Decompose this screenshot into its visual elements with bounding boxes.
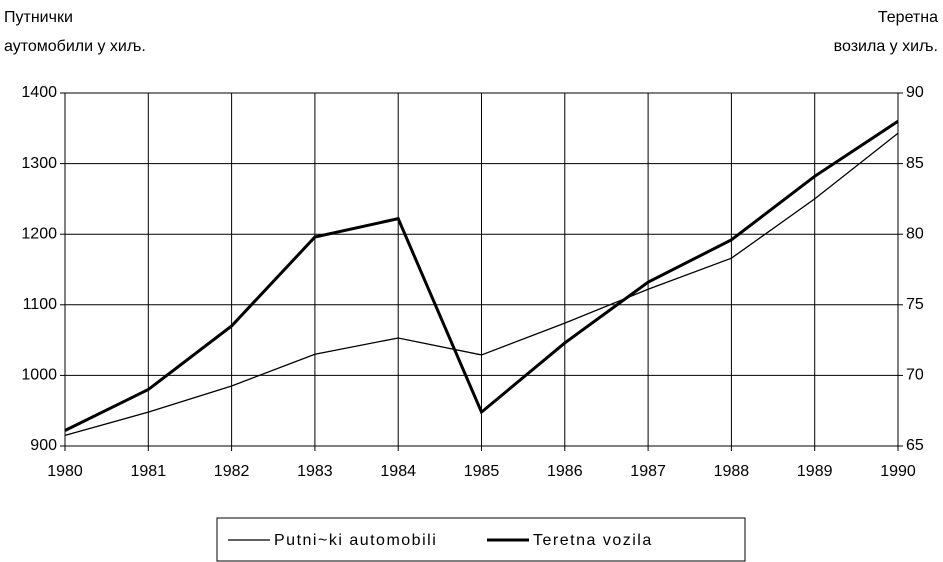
y-axis-label: Путнички [4, 9, 73, 26]
x-tick-label: 1981 [131, 463, 167, 480]
x-tick-label: 1987 [630, 463, 666, 480]
legend-label: Teretna vozila [533, 532, 653, 549]
y-tick-label: 1100 [23, 296, 58, 313]
legend-label: Putni~ki automobili [274, 532, 437, 549]
y-tick-label: 1300 [21, 155, 57, 172]
y-tick-label: 1400 [21, 84, 57, 101]
x-tick-label: 1985 [464, 463, 500, 480]
legend-box [216, 517, 746, 562]
y-tick-label: 900 [30, 437, 57, 454]
x-tick-label: 1990 [880, 463, 916, 480]
x-tick-label: 1983 [297, 463, 333, 480]
x-tick-label: 1984 [380, 463, 416, 480]
series-line [64, 132, 899, 437]
y2-tick-label: 75 [906, 296, 924, 313]
x-tick-label: 1980 [47, 463, 83, 480]
y2-axis-label: Теретна [878, 9, 938, 26]
y2-tick-label: 70 [906, 367, 924, 384]
y-tick-label: 1000 [21, 367, 57, 384]
y2-axis-label: возила у хиљ. [834, 38, 938, 55]
x-tick-label: 1988 [714, 463, 750, 480]
y-axis-label: аутомобили у хиљ. [4, 38, 146, 55]
x-tick-label: 1986 [547, 463, 583, 480]
x-tick-label: 1989 [797, 463, 833, 480]
plot-frame [64, 92, 899, 447]
x-tick-label: 1982 [214, 463, 250, 480]
y2-tick-label: 90 [906, 84, 924, 101]
y2-tick-label: 85 [906, 155, 924, 172]
series-line [64, 119, 899, 432]
y-tick-label: 1200 [21, 225, 57, 242]
y2-tick-label: 80 [906, 225, 924, 242]
y2-tick-label: 65 [906, 437, 924, 454]
